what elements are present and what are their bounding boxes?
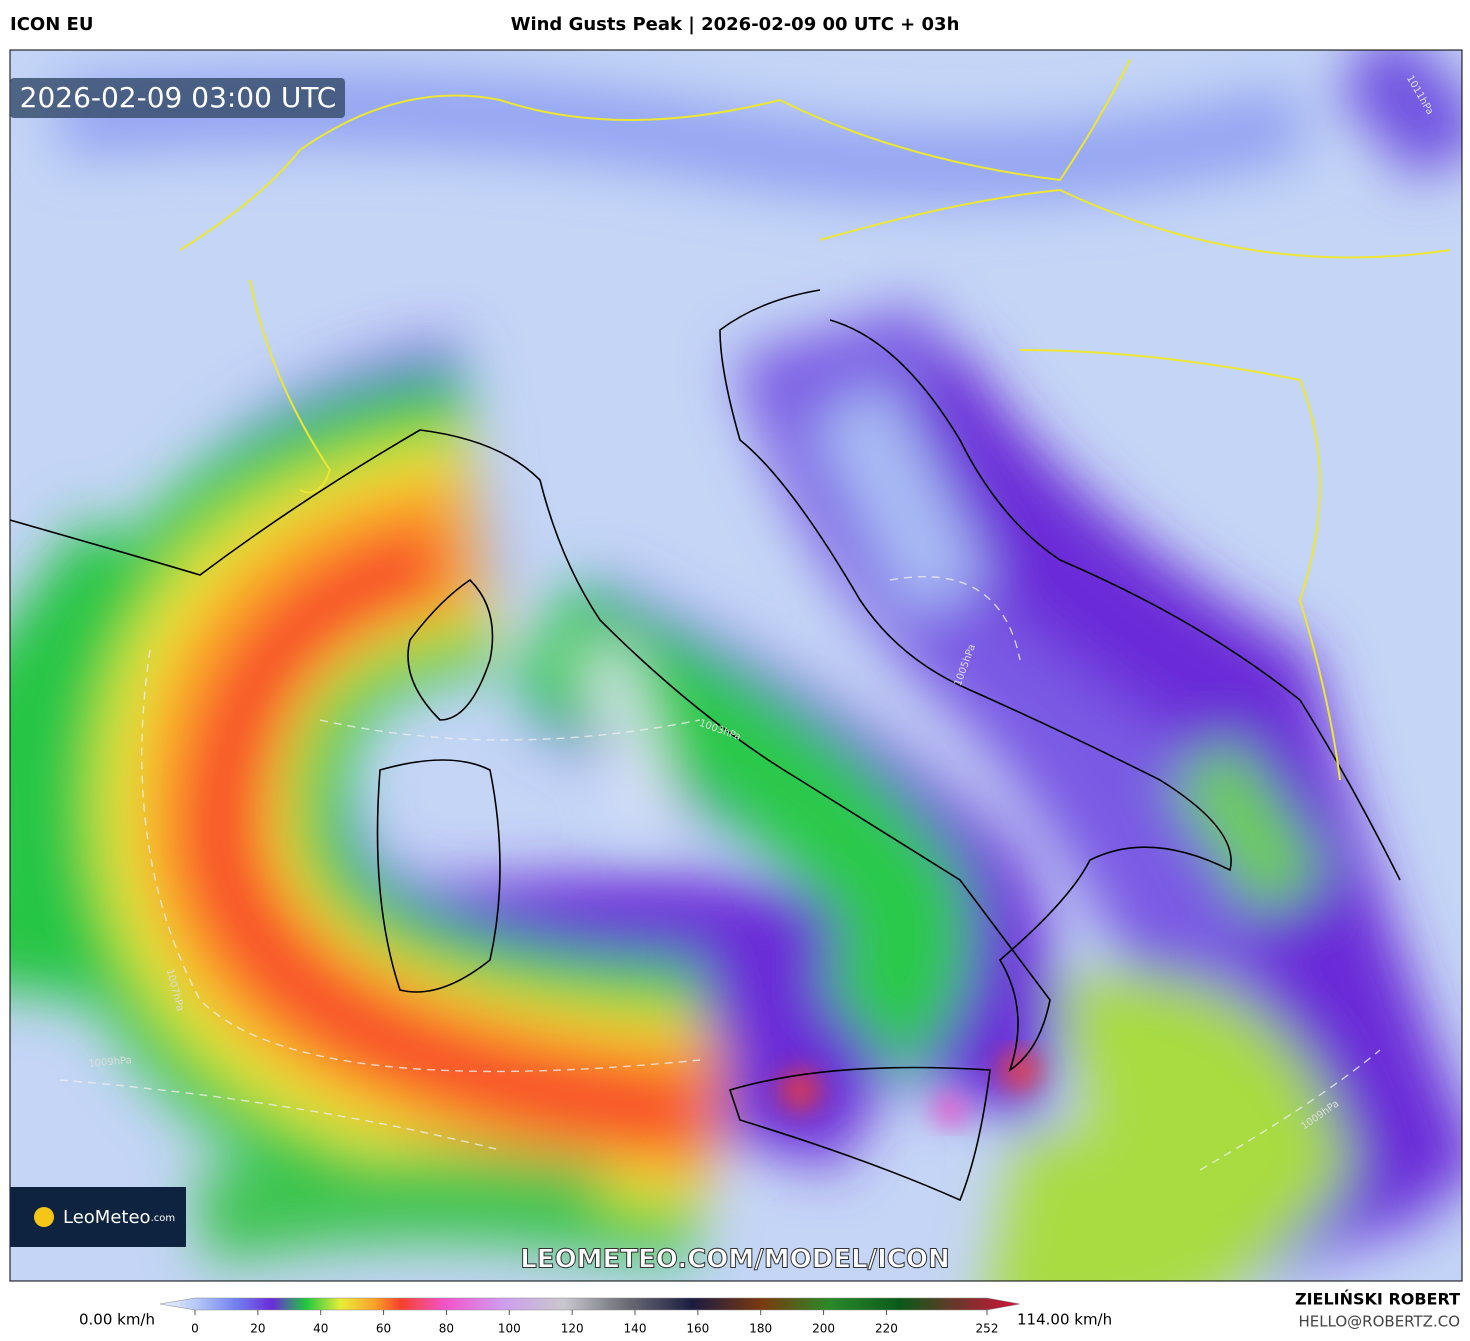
colorbar-tick-label: 20 bbox=[250, 1322, 265, 1336]
coastlines bbox=[10, 289, 1401, 1202]
colorbar bbox=[159, 1297, 1021, 1311]
timestamp-box bbox=[10, 78, 345, 118]
colorbar-tick-label: 140 bbox=[624, 1322, 647, 1336]
colorbar-tick-label: 120 bbox=[561, 1322, 584, 1336]
contact: HELLO@ROBERTZ.CO bbox=[1298, 1313, 1460, 1331]
logo-sun bbox=[34, 1207, 54, 1227]
colorbar-tick-label: 160 bbox=[686, 1322, 709, 1336]
borders bbox=[179, 59, 1451, 781]
colorbar-tick-label: 40 bbox=[313, 1322, 328, 1336]
model-name: ICON EU bbox=[10, 14, 93, 35]
colorbar-ticks: 0 20 40 60 80 100 120 140 160 180 200 220 252 bbox=[191, 1310, 998, 1336]
colorbar-tick-label: 60 bbox=[376, 1322, 391, 1336]
map-title: Wind Gusts Peak | 2026-02-09 00 UTC + 03… bbox=[511, 14, 960, 35]
colorbar-tick-label: 80 bbox=[439, 1322, 454, 1336]
colorbar-min: 0.00 km/h bbox=[79, 1311, 155, 1329]
timestamp: 2026-02-09 03:00 UTC bbox=[20, 81, 337, 114]
author: ZIELIŃSKI ROBERT bbox=[1295, 1290, 1460, 1309]
colorbar-tick-label: 252 bbox=[976, 1322, 999, 1336]
colorbar-max: 114.00 km/h bbox=[1017, 1311, 1112, 1329]
colorbar-tick-label: 200 bbox=[812, 1322, 835, 1336]
logo: LeoMeteo.com bbox=[63, 1207, 175, 1228]
map: LEOMETEO.COM/MODEL/ICON 1005hPa1003hPa10… bbox=[10, 50, 1462, 1281]
isobar-label: 1009hPa bbox=[88, 1055, 132, 1070]
colorbar-tick-label: 220 bbox=[875, 1322, 898, 1336]
colorbar-tick-label: 180 bbox=[749, 1322, 772, 1336]
colorbar-tick-label: 100 bbox=[498, 1322, 521, 1336]
colorbar-tick-label: 0 bbox=[191, 1322, 199, 1336]
watermark: LEOMETEO.COM/MODEL/ICON bbox=[520, 1245, 950, 1275]
